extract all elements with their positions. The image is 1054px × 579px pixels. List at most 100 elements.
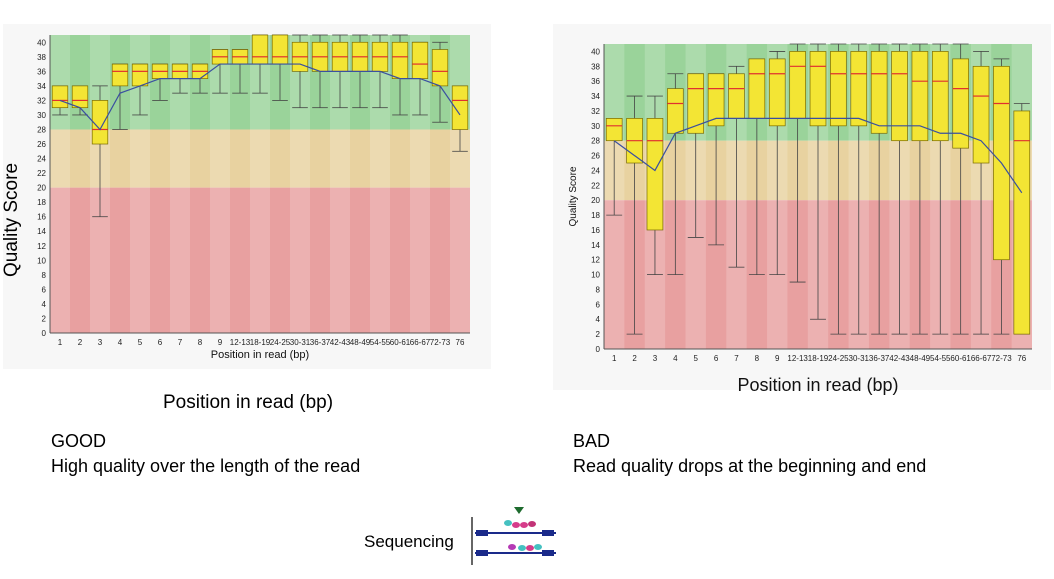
bad-x-tick-label: 1 — [612, 354, 617, 363]
good-y-tick-label: 16 — [37, 213, 46, 222]
bad-box — [728, 73, 745, 119]
bad-y-tick-label: 34 — [591, 92, 600, 101]
good-stripe — [290, 35, 310, 333]
good-x-tick-label: 8 — [198, 338, 203, 347]
bad-x-tick-label: 18-19 — [808, 354, 829, 363]
good-x-tick-label: 7 — [178, 338, 183, 347]
bad-x-tick-label: 66-67 — [971, 354, 992, 363]
bad-x-tick-label: 72-73 — [991, 354, 1012, 363]
good-box — [91, 100, 109, 145]
bad-y-tick-label: 6 — [596, 300, 601, 309]
good-x-tick-label: 54-55 — [370, 338, 391, 347]
bad-box — [789, 51, 806, 119]
bad-box — [667, 88, 684, 134]
good-stripe — [50, 35, 70, 333]
good-y-tick-label: 28 — [37, 125, 46, 134]
good-x-tick-label: 48-49 — [350, 338, 371, 347]
bad-y-tick-label: 10 — [591, 271, 600, 280]
good-box — [111, 63, 129, 87]
good-stripe — [130, 35, 150, 333]
bad-y-tick-label: 28 — [591, 137, 600, 146]
bad-x-tick-label: 24-25 — [828, 354, 849, 363]
good-zone-mid — [50, 129, 470, 188]
good-y-tick-label: 0 — [42, 329, 47, 338]
bad-y-tick-label: 36 — [591, 77, 600, 86]
good-x-tick-label: 66-67 — [410, 338, 431, 347]
good-stripe — [410, 35, 430, 333]
bad-box — [911, 51, 929, 142]
bad-x-tick-label: 12-13 — [787, 354, 808, 363]
good-x-tick-label: 12-13 — [230, 338, 251, 347]
bad-box — [952, 58, 969, 149]
good-x-tick-label: 4 — [118, 338, 123, 347]
bad-box — [830, 51, 847, 127]
good-x-tick-label: 24-25 — [270, 338, 291, 347]
bad-box — [748, 58, 766, 119]
good-y-tick-label: 8 — [42, 271, 47, 280]
good-y-tick-label: 32 — [37, 96, 46, 105]
bad-y-tick-label: 24 — [591, 166, 600, 175]
good-x-tick-label: 36-37 — [310, 338, 331, 347]
good-x-tick-label: 42-43 — [330, 338, 351, 347]
good-y-tick-label: 40 — [37, 38, 46, 47]
good-y-tick-label: 36 — [37, 67, 46, 76]
good-y-tick-label: 2 — [42, 314, 47, 323]
bad-y-tick-label: 2 — [596, 330, 601, 339]
bad-y-tick-label: 40 — [591, 47, 600, 56]
bad-x-tick-label: 4 — [673, 354, 678, 363]
bad-x-tick-label: 48-49 — [910, 354, 931, 363]
bad-x-tick-label: 36-37 — [869, 354, 890, 363]
bad-x-tick-label: 3 — [653, 354, 658, 363]
good-y-tick-label: 26 — [37, 140, 46, 149]
good-x-tick-label: 30-31 — [290, 338, 311, 347]
good-x-tick-label: 5 — [138, 338, 143, 347]
good-y-tick-label: 14 — [37, 227, 46, 236]
bad-box — [707, 73, 725, 127]
good-x-axis-label: Position in read (bp) — [211, 349, 309, 361]
bad-box — [605, 118, 623, 142]
good-stripe — [370, 35, 390, 333]
good-stripe — [250, 35, 270, 333]
good-y-tick-label: 22 — [37, 169, 46, 178]
bad-y-axis-label: Quality Score — [568, 166, 579, 226]
good-y-tick-label: 34 — [37, 82, 46, 91]
good-x-tick-label: 60-61 — [390, 338, 411, 347]
good-y-tick-label: 38 — [37, 53, 46, 62]
bad-mean-line — [613, 117, 1023, 194]
bad-x-tick-label: 54-55 — [930, 354, 951, 363]
bad-box — [870, 51, 888, 134]
good-x-tick-label: 3 — [98, 338, 103, 347]
good-y-tick-label: 10 — [37, 256, 46, 265]
bad-x-tick-label: 8 — [755, 354, 760, 363]
good-x-tick-label: 72-73 — [430, 338, 451, 347]
bad-x-tick-label: 30-31 — [849, 354, 870, 363]
bad-y-tick-label: 12 — [591, 256, 600, 265]
bad-y-tick-label: 16 — [591, 226, 600, 235]
bad-heading: BAD — [573, 431, 611, 451]
bad-y-tick-label: 22 — [591, 181, 600, 190]
good-y-tick-label: 30 — [37, 111, 46, 120]
good-y-tick-label: 12 — [37, 242, 46, 251]
bad-box — [1013, 110, 1031, 335]
bad-y-tick-label: 20 — [591, 196, 600, 205]
bad-x-tick-label: 42-43 — [889, 354, 910, 363]
bad-x-tick-label: 76 — [1017, 354, 1026, 363]
good-box — [451, 85, 469, 130]
good-y-tick-label: 4 — [42, 300, 47, 309]
bad-y-tick-label: 26 — [591, 152, 600, 161]
bad-box — [891, 51, 908, 142]
bad-y-tick-label: 18 — [591, 211, 600, 220]
good-x-tick-label: 6 — [158, 338, 163, 347]
good-x-tick-label: 18-19 — [250, 338, 271, 347]
good-y-tick-label: 20 — [37, 184, 46, 193]
bad-box — [809, 51, 827, 127]
good-y-tick-label: 18 — [37, 198, 46, 207]
sequencing-label: Sequencing — [364, 532, 454, 551]
bad-description: Read quality drops at the beginning and … — [573, 456, 927, 476]
bad-x-axis-label: Position in read (bp) — [737, 375, 898, 395]
good-mean-line — [59, 63, 461, 131]
good-x-tick-label: 9 — [218, 338, 223, 347]
bad-y-tick-label: 0 — [596, 345, 601, 354]
